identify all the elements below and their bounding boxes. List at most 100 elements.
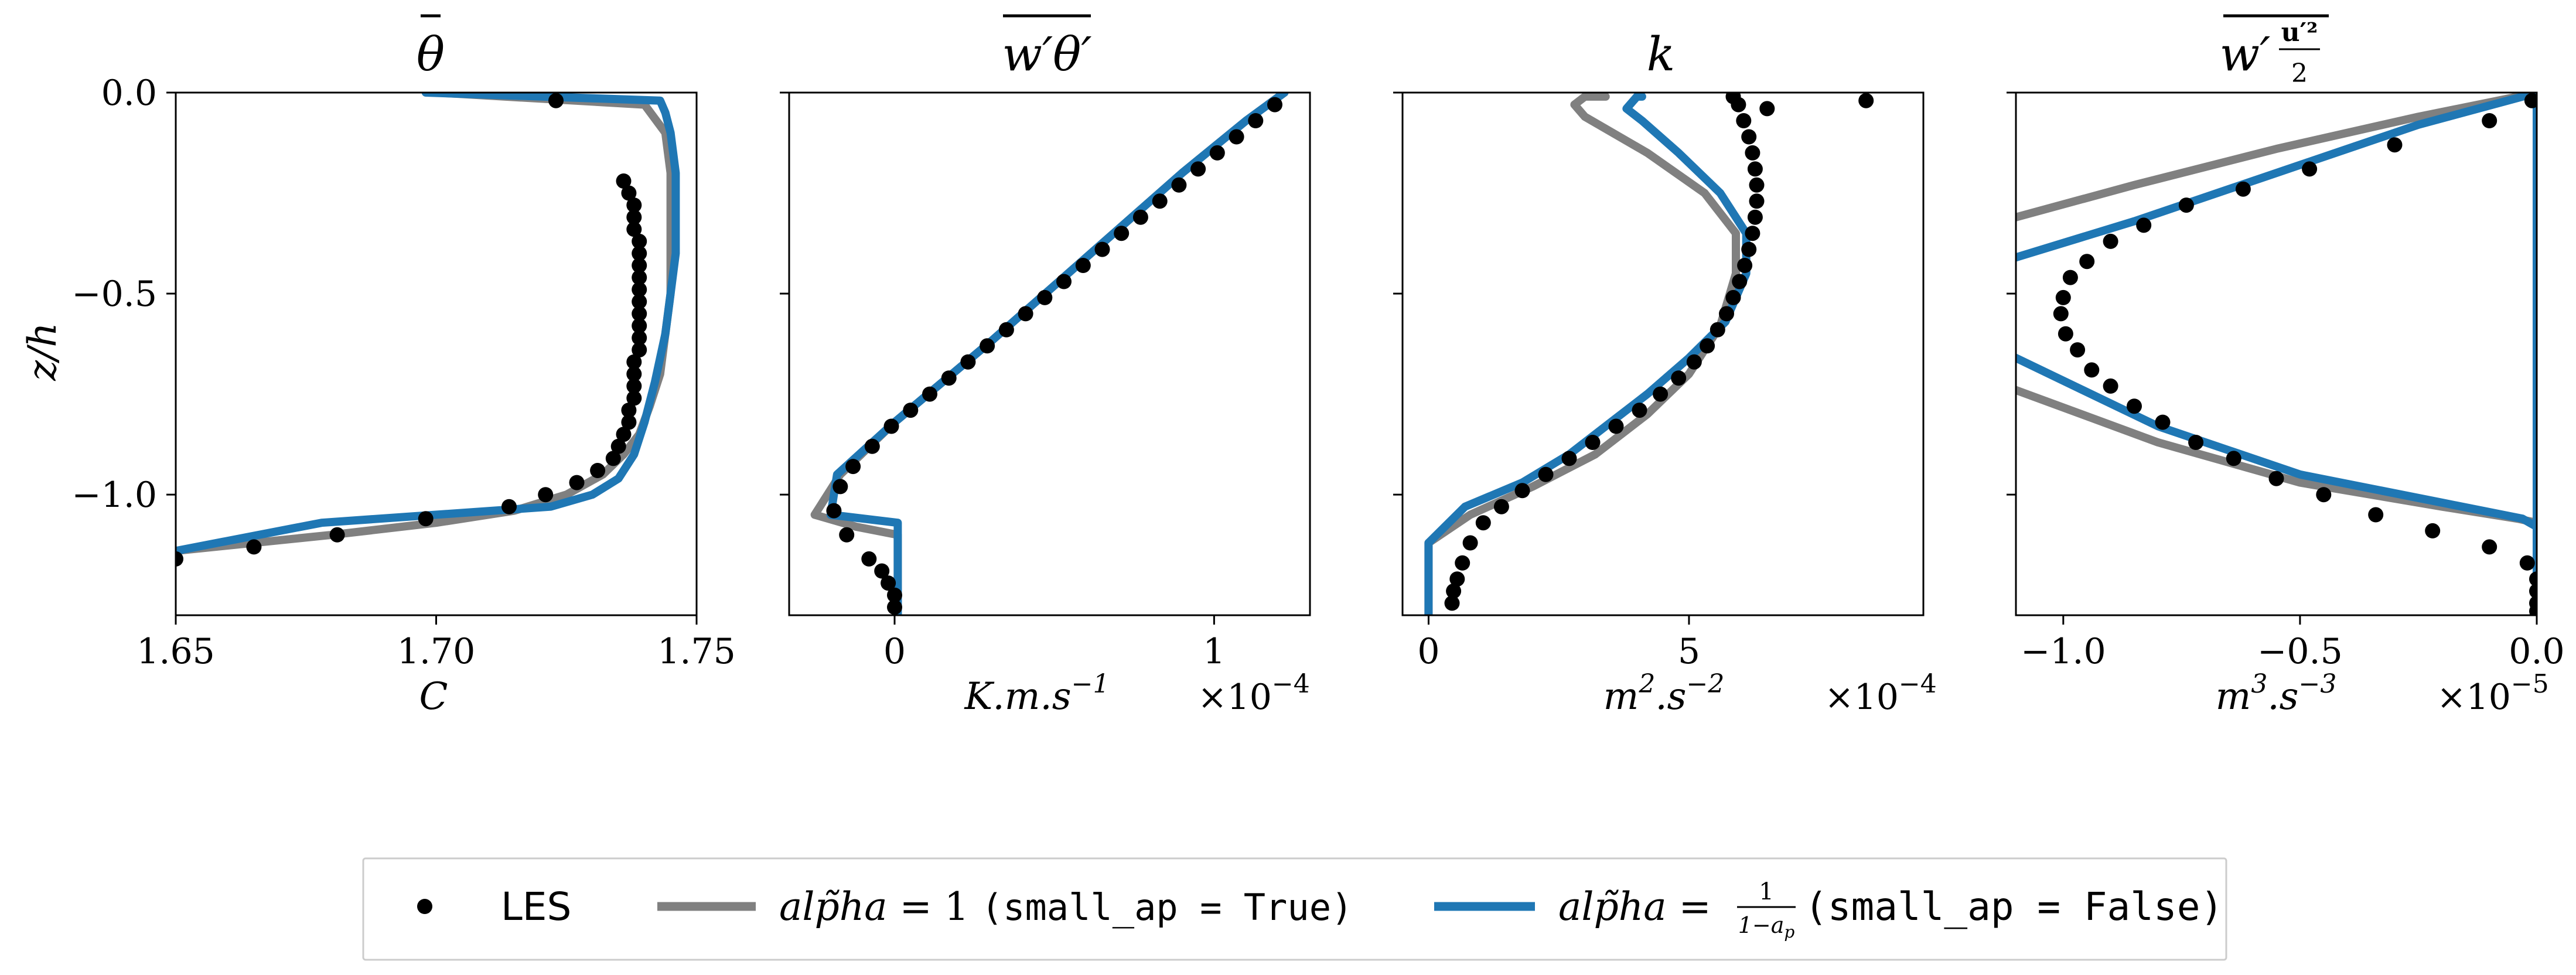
les-point: [2053, 306, 2069, 322]
les-point: [632, 246, 647, 261]
series-line-alpha-frac: [1424, 93, 1751, 615]
les-point: [2368, 507, 2384, 523]
x-label-heat-flux: K.m.s−1: [964, 669, 1110, 718]
les-point: [1444, 595, 1460, 611]
series-line-alpha-one: [810, 93, 1289, 615]
les-point: [1037, 289, 1053, 305]
les-point: [1737, 258, 1753, 273]
les-point: [2070, 342, 2086, 358]
les-point: [864, 438, 880, 454]
svg-text:(small_ap = False): (small_ap = False): [1804, 884, 2223, 929]
y-axis-label: z/h: [20, 322, 65, 381]
les-point: [1700, 338, 1715, 354]
les-point: [2524, 93, 2537, 108]
exponent-tke: ×10−4: [1824, 669, 1937, 718]
les-point: [616, 173, 632, 189]
exponent-tke-flux: ×10−5: [2437, 669, 2549, 718]
panel-title-k: k: [1647, 27, 1675, 81]
les-point: [887, 587, 902, 603]
les-point: [2155, 414, 2171, 430]
les-point: [861, 551, 877, 567]
svg-text:m2.s−2: m2.s−2: [1603, 669, 1725, 718]
les-point: [1745, 145, 1760, 161]
x-tick-label: 1.65: [137, 631, 215, 672]
les-point: [887, 599, 902, 615]
series-line-alpha-one: [2016, 93, 2537, 615]
les-point: [839, 527, 855, 543]
les-point: [1732, 274, 1748, 289]
les-point: [922, 386, 937, 402]
svg-text:2: 2: [2291, 59, 2308, 88]
x-tick-label: 0.0: [2509, 631, 2564, 672]
series-line-alpha-frac: [826, 93, 1289, 615]
y-tick-label: −0.5: [71, 274, 157, 315]
series-line-alpha-frac: [176, 93, 680, 555]
svg-text:m3.s−3: m3.s−3: [2216, 669, 2337, 718]
les-point: [2084, 362, 2100, 378]
les-point: [569, 475, 585, 490]
les-point: [832, 479, 848, 495]
les-point: [2079, 254, 2095, 270]
les-point: [1446, 583, 1462, 599]
les-point: [2302, 161, 2318, 177]
les-point: [2387, 137, 2403, 153]
les-point: [1248, 113, 1264, 128]
les-point: [2519, 555, 2535, 571]
legend-frame: [362, 857, 2227, 961]
les-point: [2425, 523, 2441, 538]
les-point: [1475, 515, 1491, 531]
panel-title-theta: θ: [417, 14, 445, 81]
les-point: [1719, 306, 1734, 322]
les-point: [826, 503, 842, 519]
les-point: [1653, 386, 1669, 402]
les-point: [1493, 499, 1509, 514]
les-point: [632, 318, 647, 333]
les-point: [548, 93, 564, 108]
x-tick-label: 1: [1203, 631, 1225, 672]
series-line-alpha-frac: [2016, 93, 2537, 615]
les-point: [1686, 354, 1702, 370]
les-point: [1632, 403, 1647, 418]
x-label-tke: m2.s−2: [1603, 669, 1725, 718]
les-point: [1725, 93, 1741, 104]
les-point: [1741, 129, 1757, 145]
plot-area: [176, 93, 680, 567]
legend: LES alp̃ha = 1 (small_ap = True) alp̃ha …: [362, 857, 2227, 961]
les-point: [590, 463, 606, 478]
les-point: [626, 354, 642, 370]
les-point: [1209, 145, 1225, 161]
les-point: [960, 354, 976, 370]
svg-text:k: k: [1647, 27, 1675, 81]
les-point: [1171, 177, 1187, 193]
les-point: [883, 418, 899, 434]
les-point: [1749, 177, 1765, 193]
svg-text:w′θ′: w′θ′: [1002, 27, 1092, 81]
series-line-alpha-one: [176, 93, 675, 555]
les-point: [1018, 306, 1033, 322]
x-tick-label: 1.75: [657, 631, 736, 672]
svg-text:w′: w′: [2220, 27, 2271, 81]
les-point: [176, 551, 183, 567]
les-point: [1747, 161, 1763, 177]
plot-area: [2016, 93, 2537, 615]
les-point: [2529, 583, 2537, 599]
les-point: [418, 511, 434, 527]
panel-title-heat-flux: w′θ′: [1002, 14, 1092, 81]
les-point: [2235, 181, 2251, 197]
panel-title-tke-flux: w′ u′² 2: [2220, 14, 2329, 88]
svg-text:u′²: u′²: [2281, 18, 2318, 47]
les-point: [2529, 604, 2537, 615]
les-point: [941, 370, 957, 386]
les-point: [2316, 487, 2332, 503]
x-label-theta: C: [419, 675, 448, 718]
les-point: [1671, 370, 1687, 386]
les-point: [2529, 571, 2537, 587]
les-point: [903, 403, 919, 418]
les-point: [1747, 209, 1763, 225]
les-point: [1094, 241, 1110, 257]
les-point: [2482, 113, 2497, 128]
legend-label-small-ap-true: alp̃ha = 1 (small_ap = True): [779, 884, 1353, 929]
les-point: [2268, 471, 2284, 486]
les-point: [626, 390, 642, 406]
